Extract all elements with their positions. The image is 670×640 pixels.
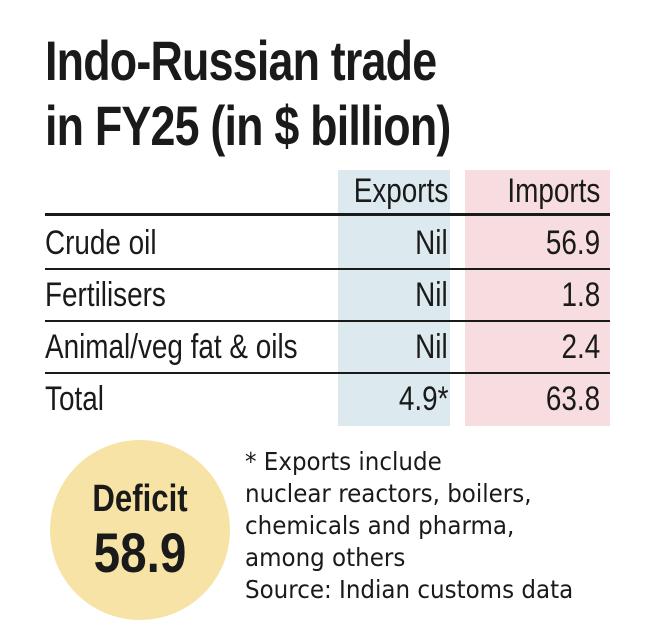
row-label: Animal/veg fat & oils: [45, 328, 298, 366]
row-label: Fertilisers: [45, 276, 166, 314]
title-line: in FY25 (in $ billion): [45, 94, 451, 157]
row-rule: [45, 372, 610, 374]
note-line: nuclear reactors, boilers,: [245, 479, 532, 508]
note-line: chemicals and pharma,: [245, 511, 515, 540]
column-header: Exports: [353, 172, 448, 210]
exports-cell: Nil: [415, 328, 448, 366]
deficit-value: 58.9: [93, 521, 187, 584]
row-rule: [45, 320, 610, 322]
column-header: Imports: [507, 172, 600, 210]
header-rule: [45, 213, 610, 216]
row-label: Total: [45, 380, 104, 418]
row-rule: [45, 268, 610, 270]
exports-cell: Nil: [415, 224, 448, 262]
imports-cell: 63.8: [545, 380, 600, 418]
imports-cell: 2.4: [561, 328, 600, 366]
exports-cell: Nil: [415, 276, 448, 314]
exports-cell: 4.9*: [398, 380, 448, 418]
note-line: Source: Indian customs data: [245, 575, 574, 604]
title-line: Indo-Russian trade: [45, 29, 437, 92]
note-line: among others: [245, 543, 406, 572]
imports-cell: 56.9: [545, 224, 600, 262]
row-label: Crude oil: [45, 224, 157, 262]
deficit-circle: [50, 440, 230, 620]
deficit-label: Deficit: [92, 478, 188, 520]
note-line: * Exports include: [245, 447, 442, 476]
exports-column-shade: [338, 170, 450, 426]
imports-column-shade: [465, 170, 610, 426]
imports-cell: 1.8: [561, 276, 600, 314]
